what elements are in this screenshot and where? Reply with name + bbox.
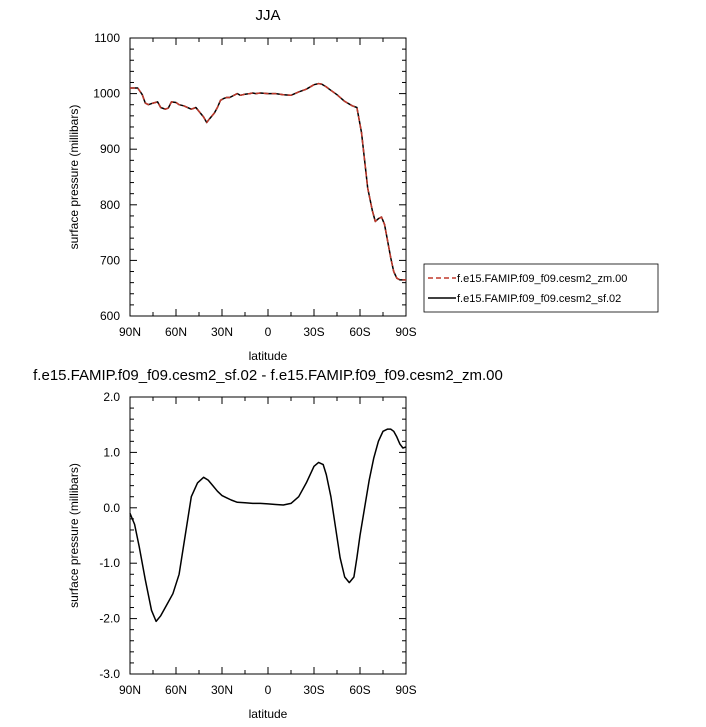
bottom-panel: f.e15.FAMIP.f09_f09.cesm2_sf.02 - f.e15.… xyxy=(33,367,503,721)
y-tick-label: 700 xyxy=(100,253,120,267)
legend-label-0: f.e15.FAMIP.f09_f09.cesm2_zm.00 xyxy=(457,273,627,285)
legend-label-1: f.e15.FAMIP.f09_f09.cesm2_sf.02 xyxy=(457,293,621,305)
x-tick-label: 60N xyxy=(165,325,187,339)
y-tick-label: 900 xyxy=(100,142,120,156)
y-tick-label: -1.0 xyxy=(99,556,120,570)
series-line-0 xyxy=(130,82,406,281)
x-tick-label: 90S xyxy=(395,683,416,697)
x-tick-label: 0 xyxy=(265,683,272,697)
series-line-0 xyxy=(129,428,407,623)
x-tick-label: 0 xyxy=(265,325,272,339)
y-tick-label: 600 xyxy=(100,309,120,323)
top-panel: JJA 90N 60N 30N 0 30S 60S 90S 600 700 800 900 1000 11… xyxy=(67,7,659,363)
x-tick-label: 60N xyxy=(165,683,187,697)
y-tick-label: -3.0 xyxy=(99,667,120,681)
x-tick-label: 30N xyxy=(211,683,233,697)
x-tick-label: 90S xyxy=(395,325,416,339)
y-tick-label: 2.0 xyxy=(103,390,120,404)
x-tick-label: 60S xyxy=(349,683,370,697)
x-tick-label: 30S xyxy=(303,325,324,339)
y-tick-label: 800 xyxy=(100,198,120,212)
y-tick-label: 0.0 xyxy=(103,501,120,515)
y-axis-label: surface pressure (millibars) xyxy=(67,463,81,608)
y-tick-label: 1100 xyxy=(94,31,120,45)
legend-box xyxy=(423,263,659,313)
x-axis-label: latitude xyxy=(249,707,288,721)
y-tick-label: 1000 xyxy=(93,87,120,101)
x-tick-label: 30S xyxy=(303,683,324,697)
y-tick-label: 1.0 xyxy=(103,445,120,459)
x-tick-label: 90N xyxy=(119,683,141,697)
y-axis-label: surface pressure (millibars) xyxy=(67,105,81,250)
plot-frame xyxy=(129,396,407,675)
x-tick-label: 60S xyxy=(349,325,370,339)
x-tick-label: 30N xyxy=(211,325,233,339)
chart-title: f.e15.FAMIP.f09_f09.cesm2_sf.02 - f.e15.… xyxy=(33,367,503,384)
plot-frame xyxy=(129,37,407,317)
series-line-1 xyxy=(130,82,406,281)
x-axis-label: latitude xyxy=(249,349,288,363)
chart-title: JJA xyxy=(255,7,280,24)
x-tick-label: 90N xyxy=(119,325,141,339)
y-tick-label: -2.0 xyxy=(99,612,120,626)
